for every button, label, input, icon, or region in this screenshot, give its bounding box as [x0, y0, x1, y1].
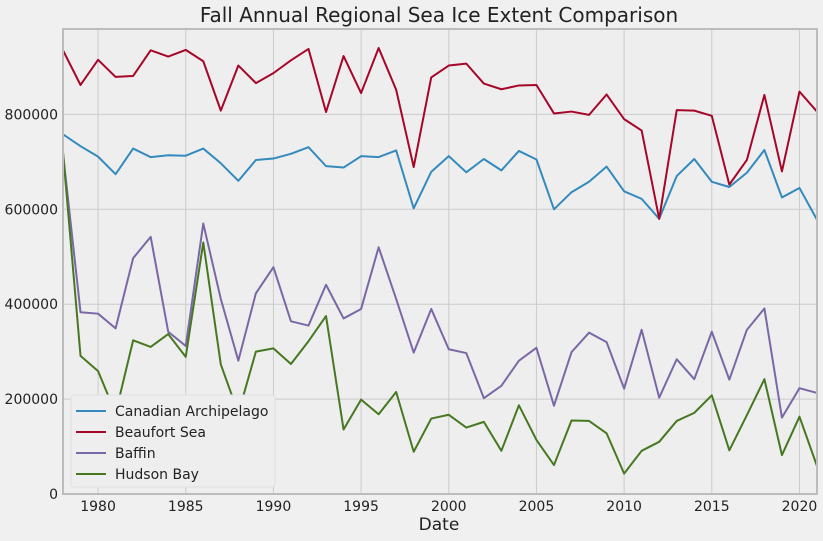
y-tick-label: 0 — [49, 487, 58, 503]
x-tick-label: 2000 — [431, 499, 467, 515]
y-tick-label: 200000 — [5, 392, 58, 408]
x-tick-label: 1995 — [343, 499, 379, 515]
x-tick-label: 2020 — [782, 499, 818, 515]
y-tick-label: 600000 — [5, 202, 58, 218]
x-tick-label: 1980 — [80, 499, 116, 515]
y-tick-label: 400000 — [5, 297, 58, 313]
legend-label: Baffin — [115, 446, 156, 462]
y-tick-label: 800000 — [5, 107, 58, 123]
x-tick-label: 2005 — [519, 499, 555, 515]
x-tick-label: 2015 — [694, 499, 730, 515]
axes-frame — [62, 28, 818, 495]
chart-title: Fall Annual Regional Sea Ice Extent Comp… — [200, 3, 678, 27]
legend-label: Beaufort Sea — [115, 425, 206, 441]
series-line-canadian-archipelago — [62, 133, 818, 221]
series-line-baffin — [62, 153, 818, 419]
x-axis-title: Date — [419, 515, 460, 535]
legend: Canadian Archipelago Beaufort Sea Baffin Hu… — [70, 394, 276, 488]
legend-label: Canadian Archipelago — [115, 404, 268, 420]
x-tick-label: 1990 — [256, 499, 292, 515]
legend-label: Hudson Bay — [115, 467, 199, 483]
series-line-beaufort-sea — [62, 46, 818, 220]
legend-box — [70, 394, 276, 488]
series-line-hudson-bay — [62, 152, 818, 475]
plot-area: 1980 1985 1990 1995 2000 2005 2010 2015 2020 0 200… — [5, 28, 818, 515]
x-tick-label: 2010 — [606, 499, 642, 515]
x-tick-label: 1985 — [168, 499, 204, 515]
